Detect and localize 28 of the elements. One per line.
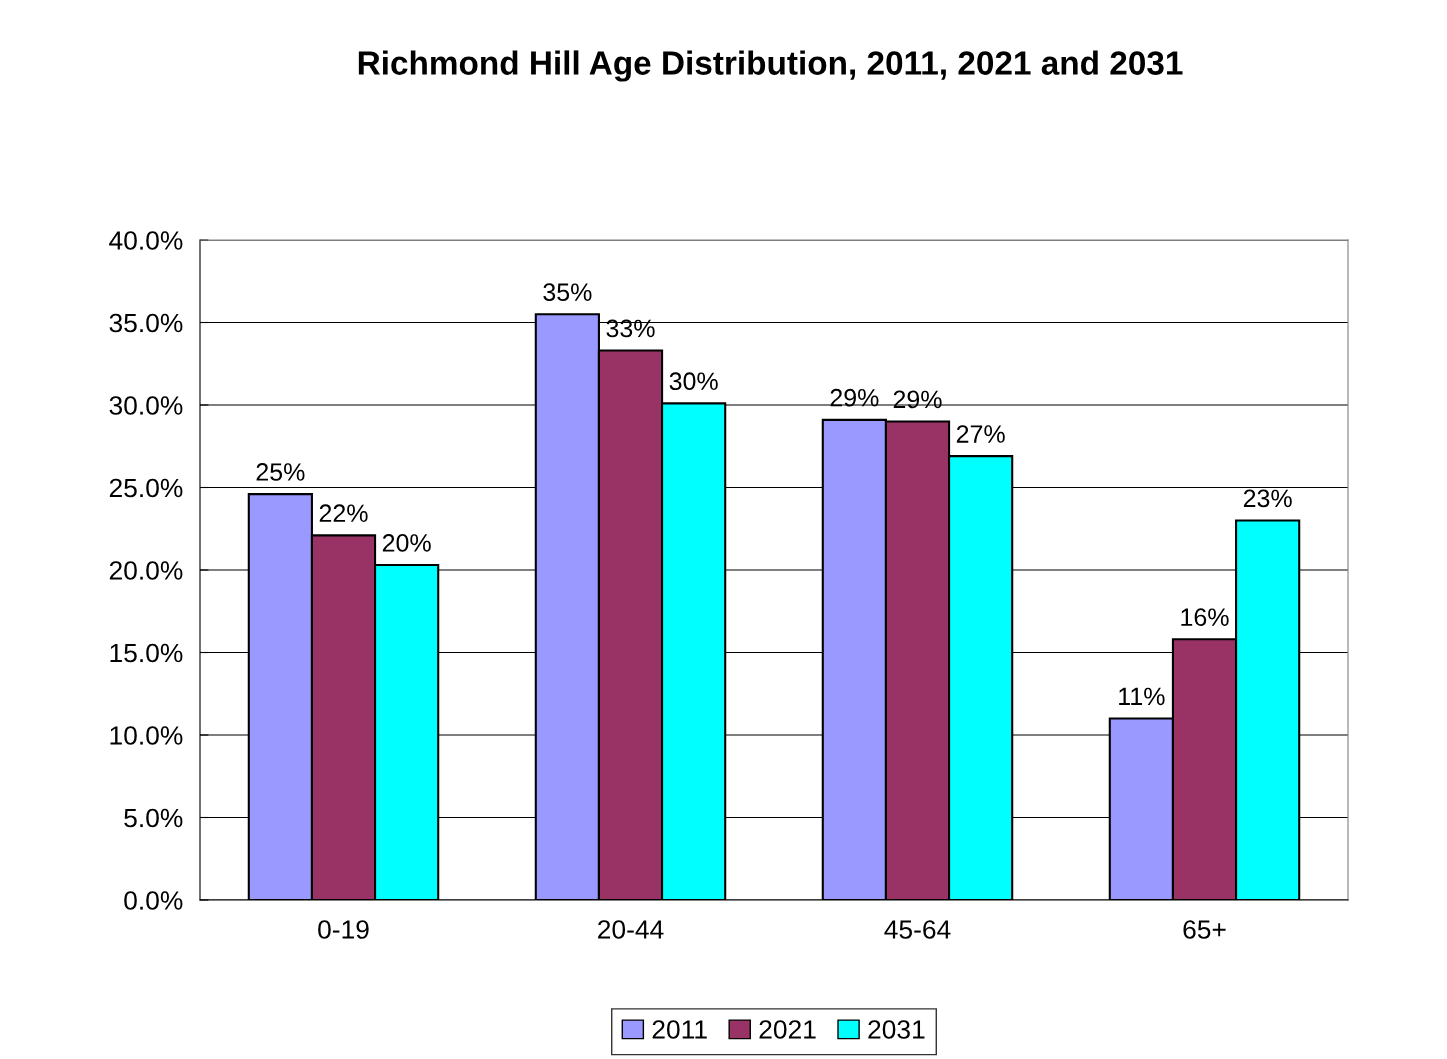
y-tick-label: 25.0% xyxy=(109,478,183,498)
y-tick-label: 20.0% xyxy=(109,561,183,580)
legend-label: 2011 xyxy=(652,1020,707,1039)
data-label: 20% xyxy=(382,534,431,552)
y-tick-label: 5.0% xyxy=(124,808,183,828)
y-tick-label: 30.0% xyxy=(109,396,183,415)
data-label: 22% xyxy=(319,504,368,522)
y-tick-label: 10.0% xyxy=(110,726,183,745)
data-label: 29% xyxy=(893,390,942,409)
data-label: 11% xyxy=(1119,687,1165,706)
data-label: 25% xyxy=(256,463,305,481)
data-label: 30% xyxy=(669,372,718,391)
data-label: 27% xyxy=(956,425,1005,443)
legend-label: 2031 xyxy=(868,1020,925,1039)
x-tick-label: 65+ xyxy=(1183,920,1226,939)
data-label: 35% xyxy=(543,283,592,301)
y-tick-label: 40.0% xyxy=(109,231,183,250)
x-tick-label: 20-44 xyxy=(598,920,664,939)
legend-label: 2021 xyxy=(759,1020,816,1039)
data-label: 23% xyxy=(1243,489,1292,508)
y-tick-label: 0.0% xyxy=(124,891,183,910)
chart-title: Richmond Hill Age Distribution, 2011, 2021 and 2031 xyxy=(358,50,1183,82)
x-tick-label: 0-19 xyxy=(318,920,369,939)
data-label: 16% xyxy=(1181,608,1229,627)
y-tick-label: 35.0% xyxy=(109,313,183,333)
y-tick-label: 15.0% xyxy=(110,643,183,663)
x-tick-label: 45-64 xyxy=(884,920,951,939)
data-label: 29% xyxy=(830,388,879,407)
